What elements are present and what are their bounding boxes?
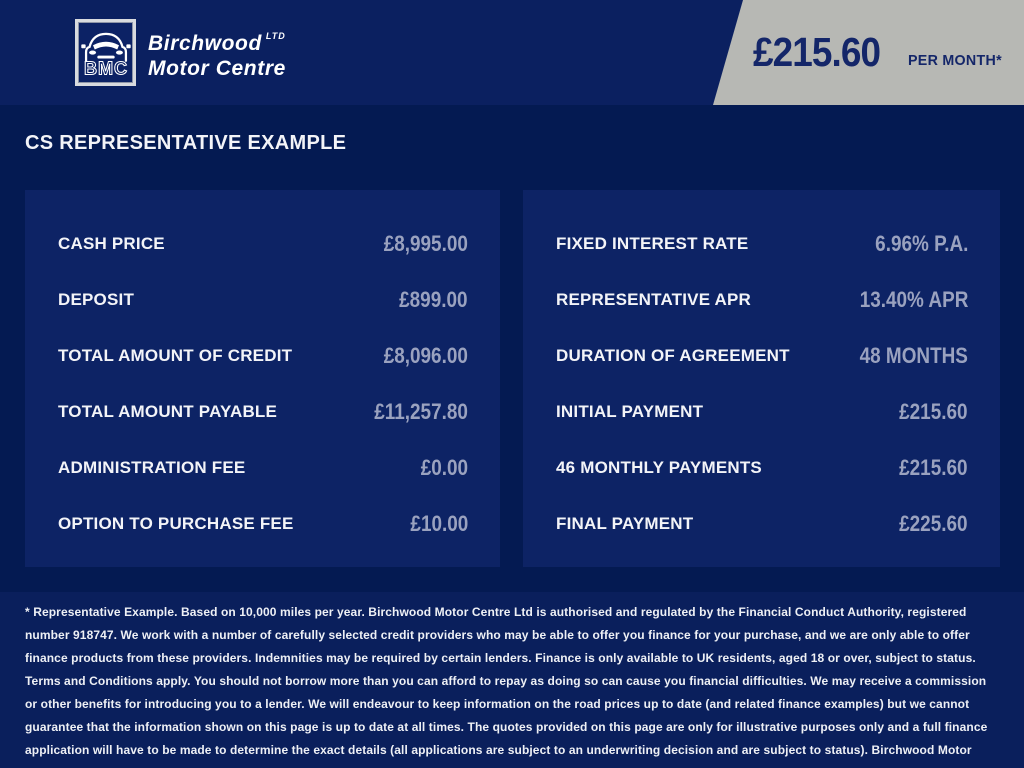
row-value: 48 MONTHS <box>859 343 968 368</box>
brand-name-part1: Birchwood <box>148 32 262 55</box>
finance-row: DURATION OF AGREEMENT 48 MONTHS <box>556 328 968 384</box>
brand-name: Birchwood LTD Motor Centre <box>148 24 286 81</box>
row-value: £10.00 <box>410 511 468 536</box>
brand-name-part2: Motor Centre <box>148 57 286 80</box>
monthly-price-period: PER MONTH* <box>908 52 1003 69</box>
disclaimer-text: * Representative Example. Based on 10,00… <box>25 605 988 768</box>
row-label: INITIAL PAYMENT <box>556 402 704 421</box>
finance-panel-left: CASH PRICE £8,995.00 DEPOSIT £899.00 TOT… <box>25 190 500 567</box>
brand-suffix: LTD <box>265 31 286 41</box>
finance-row: DEPOSIT £899.00 <box>58 272 468 328</box>
car-front-icon: BMC <box>80 32 131 79</box>
finance-row: ADMINISTRATION FEE £0.00 <box>58 440 468 496</box>
row-value: £225.60 <box>899 511 968 536</box>
row-value: £215.60 <box>899 399 968 424</box>
row-value: £215.60 <box>899 455 968 480</box>
row-label: DEPOSIT <box>58 290 135 309</box>
finance-row: FINAL PAYMENT £225.60 <box>556 496 968 552</box>
finance-row: TOTAL AMOUNT PAYABLE £11,257.80 <box>58 384 468 440</box>
finance-row: FIXED INTEREST RATE 6.96% P.A. <box>556 216 968 272</box>
row-label: OPTION TO PURCHASE FEE <box>58 514 294 533</box>
row-value: £8,096.00 <box>383 343 468 368</box>
row-value: £11,257.80 <box>374 399 468 424</box>
finance-panel-right: FIXED INTEREST RATE 6.96% P.A. REPRESENT… <box>523 190 1000 567</box>
logo-monogram: BMC <box>83 58 127 78</box>
row-value: 13.40% APR <box>859 287 968 312</box>
bmc-logo: BMC <box>75 19 136 86</box>
finance-row: CASH PRICE £8,995.00 <box>58 216 468 272</box>
finance-row: OPTION TO PURCHASE FEE £10.00 <box>58 496 468 552</box>
finance-row: 46 MONTHLY PAYMENTS £215.60 <box>556 440 968 496</box>
header: BMC Birchwood LTD Motor Centre £215.60 PE… <box>0 0 1024 105</box>
finance-row: REPRESENTATIVE APR 13.40% APR <box>556 272 968 328</box>
row-label: FIXED INTEREST RATE <box>556 234 749 253</box>
finance-row: TOTAL AMOUNT OF CREDIT £8,096.00 <box>58 328 468 384</box>
row-value: 6.96% P.A. <box>874 231 968 256</box>
row-label: TOTAL AMOUNT OF CREDIT <box>58 346 293 365</box>
row-label: REPRESENTATIVE APR <box>556 290 752 309</box>
row-value: £8,995.00 <box>383 231 468 256</box>
disclaimer-section: * Representative Example. Based on 10,00… <box>0 592 1024 768</box>
row-label: ADMINISTRATION FEE <box>58 458 246 477</box>
row-value: £899.00 <box>399 287 468 312</box>
finance-row: INITIAL PAYMENT £215.60 <box>556 384 968 440</box>
row-label: CASH PRICE <box>58 234 165 253</box>
row-label: 46 MONTHLY PAYMENTS <box>556 458 762 477</box>
row-label: TOTAL AMOUNT PAYABLE <box>58 402 278 421</box>
page-title: CS REPRESENTATIVE EXAMPLE <box>25 132 347 154</box>
monthly-price-amount: £215.60 <box>753 29 881 75</box>
row-label: FINAL PAYMENT <box>556 514 694 533</box>
brand-line1: Birchwood LTD <box>148 24 286 56</box>
monthly-price-badge: £215.60 PER MONTH* <box>713 0 1024 105</box>
row-label: DURATION OF AGREEMENT <box>556 346 790 365</box>
row-value: £0.00 <box>420 455 468 480</box>
